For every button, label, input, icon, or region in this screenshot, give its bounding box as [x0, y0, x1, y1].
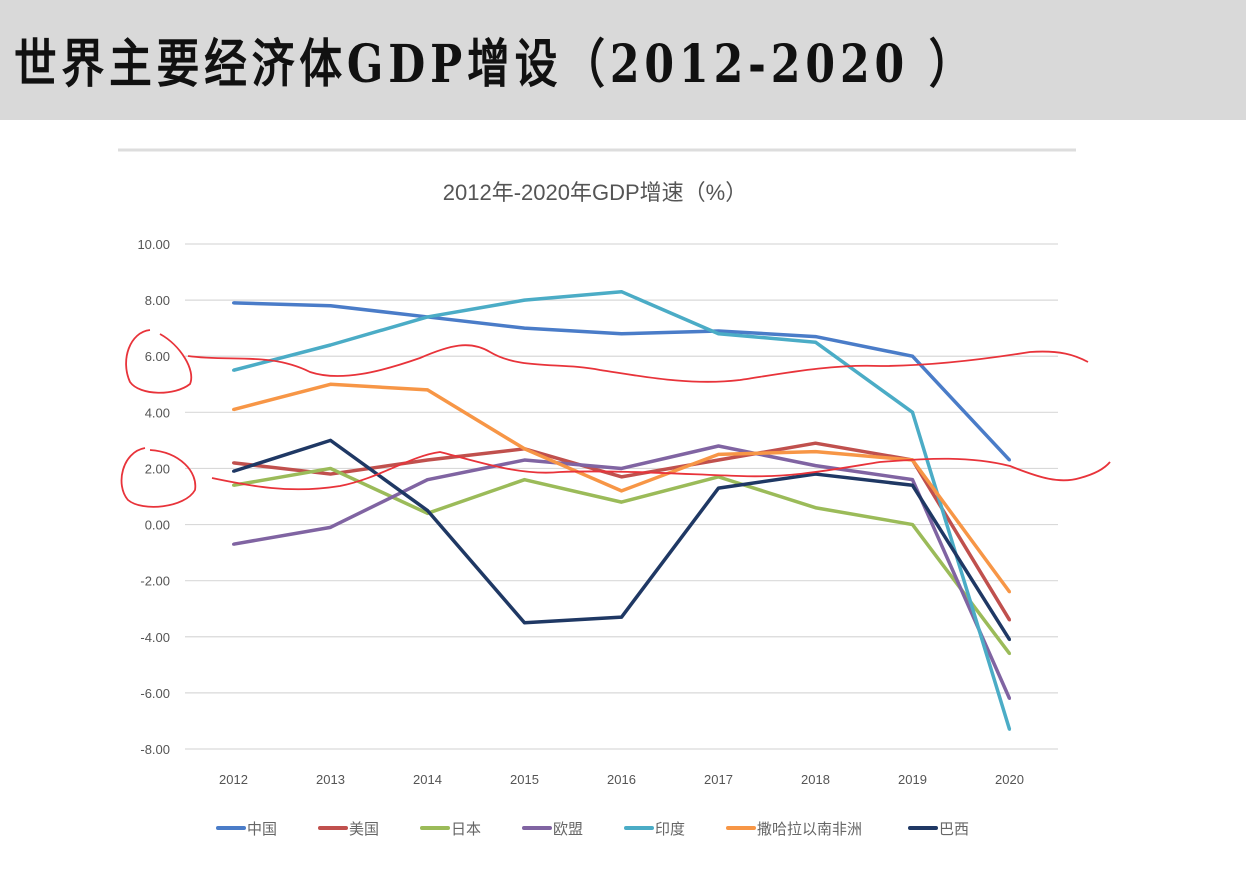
x-tick-label: 2018 [801, 772, 830, 787]
chart-title: 2012年-2020年GDP增速（%） [443, 180, 747, 205]
data-point [232, 469, 235, 473]
legend-label: 美国 [349, 820, 379, 838]
data-point [523, 447, 526, 451]
hand-annotations [120, 329, 1111, 508]
y-tick-label: -2.00 [140, 574, 170, 589]
data-point [620, 332, 623, 336]
data-point [814, 340, 817, 344]
x-tick-label: 2020 [995, 772, 1024, 787]
x-tick-label: 2016 [607, 772, 636, 787]
data-point [329, 472, 332, 476]
data-point [232, 542, 235, 546]
data-point [911, 478, 914, 482]
legend-label: 日本 [451, 820, 481, 838]
x-tick-label: 2014 [413, 772, 442, 787]
x-tick-label: 2015 [510, 772, 539, 787]
data-point [1008, 697, 1011, 700]
data-point [426, 388, 429, 392]
data-point [814, 450, 817, 454]
series-line-4 [233, 289, 1012, 730]
data-point [1008, 590, 1011, 594]
data-point [232, 408, 235, 412]
data-point [911, 523, 914, 527]
data-point [523, 478, 526, 482]
page-title: 世界主要经济体GDP增设（2012-2020 ） [14, 34, 977, 95]
legend-label: 印度 [655, 820, 685, 838]
series-line-2 [233, 466, 1011, 655]
x-tick-label: 2019 [898, 772, 927, 787]
data-point [1008, 727, 1011, 731]
y-tick-label: 8.00 [145, 293, 170, 308]
legend-label: 中国 [247, 820, 277, 838]
data-point [620, 290, 623, 294]
data-point [911, 483, 914, 487]
y-tick-label: 2.00 [145, 461, 170, 476]
data-point [426, 509, 429, 513]
data-point [1008, 618, 1011, 622]
legend-label: 欧盟 [553, 820, 583, 838]
data-point [717, 452, 720, 456]
data-point [329, 382, 332, 386]
data-point [814, 506, 817, 510]
data-point [523, 458, 526, 462]
legend-label: 撒哈拉以南非洲 [757, 820, 862, 838]
series-line-5 [233, 382, 1011, 593]
x-tick-label: 2012 [219, 772, 248, 787]
data-point [1008, 652, 1011, 656]
data-point [814, 472, 817, 476]
data-point [523, 326, 526, 330]
data-point [814, 441, 817, 445]
data-point [620, 489, 623, 493]
data-point [911, 410, 914, 414]
data-point [329, 438, 332, 442]
data-point [620, 475, 623, 479]
data-point [232, 301, 235, 305]
data-point [232, 368, 235, 372]
data-point [523, 621, 526, 625]
data-point [620, 466, 623, 470]
x-tick-label: 2017 [704, 772, 733, 787]
data-point [911, 354, 914, 358]
data-point [329, 466, 332, 470]
y-tick-label: 4.00 [145, 405, 170, 420]
annotation-circle-6 [125, 329, 193, 394]
data-point [232, 483, 235, 487]
annotation-line-6pct [187, 344, 1089, 383]
data-point [426, 478, 429, 482]
data-point [329, 304, 332, 308]
data-point [814, 335, 817, 339]
y-tick-label: -6.00 [140, 686, 170, 701]
y-tick-label: 10.00 [137, 237, 170, 252]
data-point [620, 615, 623, 619]
data-point [620, 500, 623, 504]
data-point [717, 444, 720, 448]
data-point [717, 332, 720, 336]
y-tick-label: -4.00 [140, 630, 170, 645]
legend-label: 巴西 [939, 820, 969, 838]
data-point [717, 486, 720, 490]
data-point [814, 464, 817, 468]
data-point [426, 315, 429, 319]
series-line-0 [233, 301, 1011, 462]
y-tick-label: -8.00 [140, 742, 170, 757]
annotation-line-2pct [211, 451, 1111, 491]
annotation-circle-2 [120, 447, 197, 508]
data-point [717, 458, 720, 462]
y-tick-label: 0.00 [145, 518, 170, 533]
data-point [329, 343, 332, 347]
data-point [523, 298, 526, 302]
data-point [426, 458, 429, 462]
x-tick-label: 2013 [316, 772, 345, 787]
y-tick-label: 6.00 [145, 349, 170, 364]
data-point [1008, 458, 1011, 462]
data-point [329, 525, 332, 529]
data-point [1008, 638, 1011, 642]
header-banner: 世界主要经济体GDP增设（2012-2020 ） [0, 0, 1246, 120]
data-point [232, 461, 235, 465]
